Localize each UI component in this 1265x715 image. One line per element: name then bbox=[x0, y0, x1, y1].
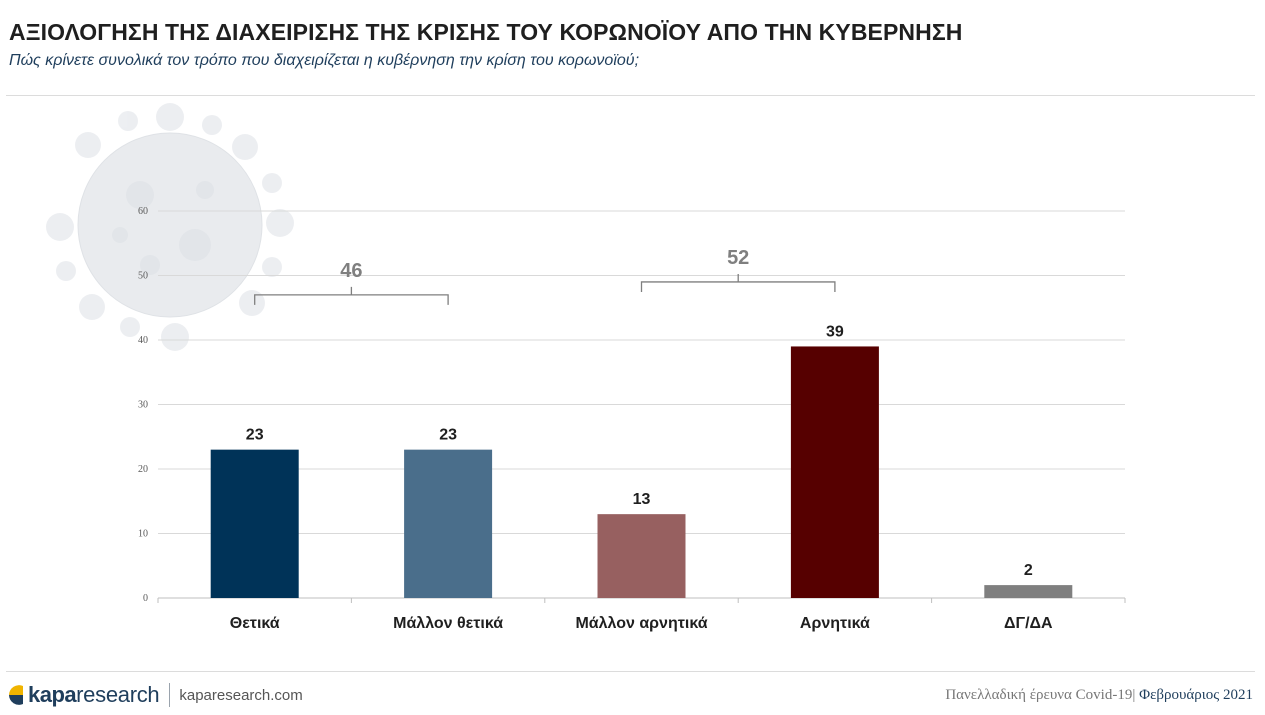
data-label: 23 bbox=[439, 427, 457, 444]
y-tick-label: 10 bbox=[138, 529, 148, 540]
y-tick-label: 30 bbox=[138, 400, 148, 411]
page-title: ΑΞΙΟΛΟΓΗΣΗ ΤΗΣ ΔΙΑΧΕΙΡΙΣΗΣ ΤΗΣ ΚΡΙΣΗΣ ΤΟ… bbox=[9, 19, 963, 45]
footer-source: Πανελλαδική έρευνα Covid-19| Φεβρουάριος… bbox=[945, 687, 1253, 704]
y-tick-label: 20 bbox=[138, 464, 148, 475]
bar bbox=[597, 514, 686, 598]
y-tick-label: 0 bbox=[143, 593, 148, 604]
survey-source: Πανελλαδική έρευνα Covid-19 bbox=[945, 687, 1133, 703]
y-tick-label: 50 bbox=[138, 271, 148, 282]
footer-divider bbox=[6, 671, 1255, 672]
survey-date: Φεβρουάριος 2021 bbox=[1139, 687, 1253, 703]
x-tick-label: Μάλλον θετικά bbox=[393, 615, 503, 632]
group-total-label: 46 bbox=[340, 260, 362, 282]
page-subtitle: Πώς κρίνετε συνολικά τον τρόπο που διαχε… bbox=[9, 52, 640, 69]
bar bbox=[404, 449, 493, 598]
bar bbox=[984, 585, 1073, 598]
bar bbox=[790, 346, 879, 598]
x-tick-label: ΔΓ/ΔΑ bbox=[1004, 615, 1053, 632]
footer-brand: kapa research kaparesearch.com bbox=[8, 682, 303, 708]
source-separator: | bbox=[1132, 687, 1136, 703]
x-tick-label: Θετικά bbox=[230, 615, 280, 632]
brand-name-bold: kapa bbox=[28, 682, 77, 707]
kapa-logo-mark-icon bbox=[9, 685, 23, 705]
y-tick-label: 60 bbox=[138, 206, 148, 217]
brand-name-light: research bbox=[76, 682, 160, 707]
group-bracket bbox=[254, 286, 449, 305]
header-divider bbox=[6, 95, 1255, 96]
data-label: 13 bbox=[633, 491, 651, 508]
data-label: 39 bbox=[826, 323, 844, 340]
bar bbox=[210, 449, 299, 598]
data-label: 23 bbox=[246, 427, 264, 444]
group-bracket bbox=[640, 273, 836, 292]
y-tick-label: 40 bbox=[138, 335, 148, 346]
x-tick-label: Μάλλον αρνητικά bbox=[575, 615, 707, 632]
website-link[interactable]: kaparesearch.com bbox=[179, 686, 303, 704]
x-tick-label: Αρνητικά bbox=[800, 615, 870, 632]
group-total-label: 52 bbox=[727, 247, 749, 269]
data-label: 2 bbox=[1024, 562, 1033, 579]
brand-divider bbox=[169, 683, 171, 707]
coronavirus-watermark-icon bbox=[46, 103, 294, 351]
